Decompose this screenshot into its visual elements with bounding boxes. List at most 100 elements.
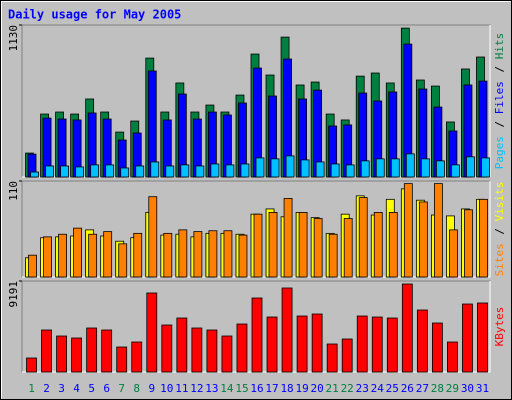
x-tick-label: 16 (250, 382, 263, 395)
bar (103, 231, 113, 278)
bar (431, 322, 443, 373)
bar (178, 229, 188, 278)
bar (60, 165, 69, 178)
bar (148, 196, 158, 278)
x-tick-label: 31 (476, 382, 489, 395)
bar (420, 158, 430, 178)
bar (191, 327, 203, 373)
x-tick-label: 15 (235, 382, 248, 395)
bar (418, 201, 428, 278)
bar (45, 165, 54, 178)
bar (150, 161, 160, 178)
bar (285, 155, 295, 178)
x-tick-label: 2 (43, 382, 50, 395)
bar (238, 234, 248, 278)
bar (311, 313, 323, 373)
bar (180, 164, 190, 178)
legend: Sites / Visits (493, 182, 506, 277)
bar (28, 254, 37, 278)
bar (416, 309, 428, 373)
bar (375, 158, 385, 178)
bar (451, 164, 460, 178)
bar (120, 167, 130, 178)
bar (105, 164, 115, 178)
bar (479, 198, 488, 278)
x-tick-label: 4 (73, 382, 80, 395)
bar (268, 212, 278, 278)
x-tick-label: 30 (461, 382, 474, 395)
x-tick-label: 19 (295, 382, 308, 395)
bar (330, 163, 340, 178)
bar (315, 161, 325, 178)
bar (270, 158, 280, 178)
bar (133, 232, 143, 278)
bar (225, 164, 235, 178)
bar (328, 233, 338, 278)
x-tick-label: 1 (28, 382, 35, 395)
legend-entry: Files (493, 81, 506, 114)
x-tick-label: 22 (341, 382, 354, 395)
x-tick-label: 10 (160, 382, 173, 395)
bar (255, 157, 265, 178)
x-tick-label: 20 (311, 382, 324, 395)
bar (71, 337, 83, 373)
legend-separator: / (493, 221, 506, 241)
legend-separator: / (493, 59, 506, 79)
bar (56, 335, 67, 373)
legend-entry: Pages (493, 136, 506, 169)
bar (283, 198, 293, 278)
y-tick-label: 1130 (7, 25, 20, 52)
bar (373, 212, 383, 278)
bar (300, 159, 310, 178)
bar (88, 233, 98, 278)
bar (147, 70, 157, 178)
bar (371, 316, 383, 373)
bar (388, 212, 398, 278)
x-tick-label: 8 (133, 382, 140, 395)
bar (433, 183, 443, 278)
bar (221, 335, 233, 373)
y-tick-label: 9191 (7, 281, 20, 308)
x-tick-label: 25 (386, 382, 399, 395)
bar (341, 338, 353, 373)
y-tick-label: 110 (7, 181, 20, 201)
bar (343, 218, 353, 278)
bar (405, 153, 415, 178)
bar (208, 230, 218, 278)
bar (146, 292, 158, 373)
bar (266, 316, 278, 373)
x-tick-label: 18 (280, 382, 293, 395)
bar (296, 315, 308, 373)
bar (73, 227, 83, 278)
bar (358, 197, 368, 278)
bar (86, 327, 98, 373)
bar (26, 357, 37, 373)
x-tick-label: 17 (265, 382, 278, 395)
bar (447, 341, 458, 373)
x-tick-label: 14 (220, 382, 234, 395)
chart-title: Daily usage for May 2005 (8, 8, 181, 22)
bar (116, 346, 128, 373)
bar (466, 156, 475, 178)
x-tick-label: 28 (431, 382, 444, 395)
bar (41, 329, 52, 373)
x-tick-label: 5 (88, 382, 95, 395)
x-tick-label: 7 (118, 382, 125, 395)
bar (403, 183, 413, 278)
bar (313, 218, 323, 278)
bar (253, 213, 263, 278)
bar (101, 329, 113, 373)
bar (161, 324, 173, 373)
bar (326, 343, 338, 373)
bar (90, 164, 100, 178)
bar (390, 158, 400, 178)
bar (360, 160, 370, 178)
legend-entry: KBytes (493, 307, 506, 347)
legend: KBytes (493, 307, 506, 347)
bar (251, 297, 263, 373)
bar (240, 163, 250, 178)
bar (464, 209, 473, 278)
x-tick-label: 26 (401, 382, 414, 395)
bar (195, 165, 205, 178)
bar (356, 315, 368, 373)
